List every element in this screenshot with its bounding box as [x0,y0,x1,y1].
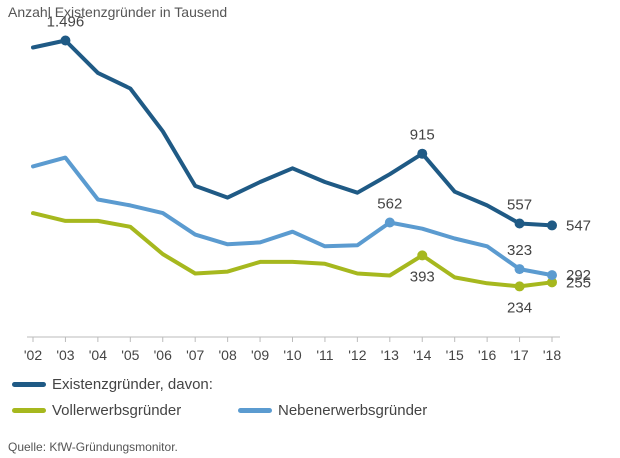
legend-item-existenzgruender: Existenzgründer, davon: [12,376,213,393]
x-tick-label: '09 [251,347,269,363]
x-tick-label: '12 [348,347,366,363]
x-tick-label: '04 [89,347,107,363]
series-line-2 [31,155,554,278]
data-label: 393 [410,268,435,285]
data-point-marker [514,281,525,292]
series-line-1 [31,211,554,289]
data-point-marker [547,270,557,281]
x-tick-label: '13 [381,347,399,363]
data-point-marker [384,217,395,228]
line-chart: '02 '03 '04 '05 '06 '07 '08 '09 '10 '11 '12 '13 '14 '… [24,14,591,363]
legend-item-nebenerwerbsgruender: Nebenerwerbsgründer [238,402,427,419]
chart-series [31,35,557,292]
x-tick-label: '06 [154,347,172,363]
data-point-marker [417,148,428,159]
data-point-marker [417,250,428,261]
x-tick-label: '14 [413,347,431,363]
x-tick-label: '11 [316,347,333,363]
data-label: 234 [507,299,532,316]
data-label: 562 [377,196,402,213]
x-tick-label: '18 [543,347,561,363]
data-label: 1.496 [47,14,85,31]
data-point-marker [547,220,557,231]
data-point-marker [514,264,525,275]
legend-swatch [238,408,272,413]
legend-label: Vollerwerbsgründer [52,402,182,419]
x-tick-label: '03 [56,347,74,363]
data-label: 255 [566,274,591,291]
legend-label: Existenzgründer, davon: [52,376,213,393]
legend-label: Nebenerwerbsgründer [278,402,428,419]
chart-data-labels: 1.496 915 557 547 393 234 255 562 323 292 [47,14,591,317]
x-tick-label: '08 [219,347,237,363]
x-tick-label: '15 [446,347,464,363]
series-line-0 [31,38,554,228]
x-tick-label: '16 [478,347,496,363]
data-label: 323 [507,242,532,259]
data-label: 547 [566,217,591,234]
legend-swatch [12,408,46,413]
x-tick-label: '07 [186,347,204,363]
data-label: 557 [507,196,532,213]
legend-item-vollerwerbsgruender: Vollerwerbsgründer [12,402,181,419]
data-point-marker [514,218,525,229]
data-label: 915 [410,127,435,144]
x-tick-label: '10 [283,347,301,363]
source-note: Quelle: KfW-Gründungsmonitor. [8,440,178,454]
legend-swatch [12,382,46,387]
data-label: 292 [566,267,591,284]
data-point-marker [60,35,71,46]
data-point-marker [547,277,557,288]
chart-title: Anzahl Existenzgründer in Tausend [8,4,228,20]
x-axis: '02 '03 '04 '05 '06 '07 '08 '09 '10 '11 '12 '13 '14 '… [24,336,561,363]
x-tick-label: '17 [510,347,528,363]
x-tick-label: '05 [121,347,139,363]
x-tick-label: '02 [24,347,42,363]
